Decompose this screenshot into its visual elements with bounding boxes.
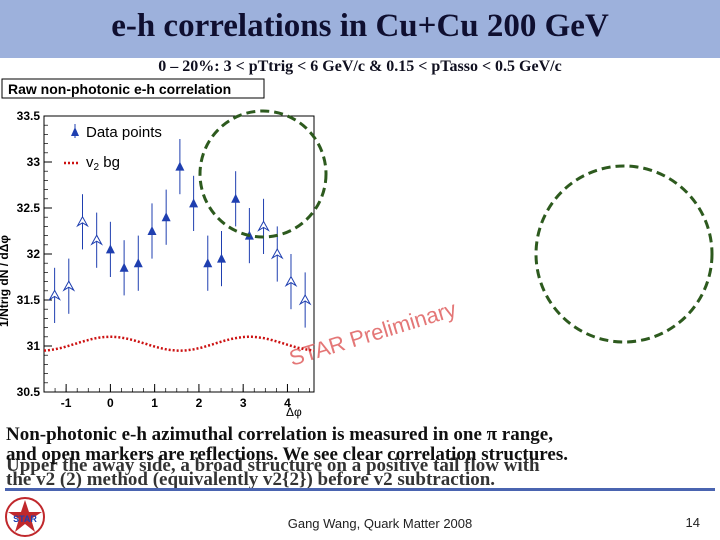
data-series (48, 139, 312, 328)
data-point (203, 258, 213, 268)
x-tick-label: 4 (284, 396, 291, 410)
data-point (216, 253, 226, 263)
highlight-circle-right (534, 164, 714, 344)
data-point (161, 212, 171, 222)
caption-line-1: Non-photonic e-h azimuthal correlation i… (6, 424, 553, 445)
data-point (119, 262, 129, 272)
page-number: 14 (685, 515, 700, 530)
reflected-point (48, 289, 61, 301)
slide-title: e-h correlations in Cu+Cu 200 GeV (111, 8, 609, 44)
data-point (175, 161, 185, 171)
x-tick-label: 3 (240, 396, 247, 410)
reflected-point (62, 280, 76, 292)
chart-title: Raw non-photonic e-h correlation (8, 81, 231, 97)
reflected-point (76, 215, 89, 228)
logo-text: STAR (13, 514, 37, 524)
y-tick-label: 31.5 (17, 293, 41, 307)
caption-line-3: Upper the away side, a broad structure o… (6, 455, 540, 476)
caption-line-2: and open markers are reflections. We see… (6, 444, 568, 465)
header-band (0, 0, 720, 58)
reflected-point (298, 293, 312, 306)
legend-v2-main: v (86, 154, 94, 171)
data-point (133, 258, 143, 268)
x-tick-label: 2 (196, 396, 203, 410)
v2-bg-curve (44, 335, 315, 352)
legend-v2-rest: bg (99, 154, 120, 171)
reflected-point (270, 247, 284, 260)
y-axis: 30.5 31 31.5 32 32.5 33 33.5 (17, 109, 52, 399)
star-preliminary-watermark: STAR Preliminary (286, 296, 459, 371)
caption-line-4: the v2 (2) method (equivalently v2{2}) b… (6, 469, 496, 490)
y-axis-label: 1/Ntrig dN / dΔφ (0, 235, 11, 327)
x-tick-label: -1 (61, 396, 72, 410)
correlation-chart: Raw non-photonic e-h correlation 30.5313… (0, 78, 714, 419)
x-axis-label: Δφ (286, 405, 302, 419)
data-point (147, 226, 157, 235)
data-point (189, 198, 199, 208)
reflected-point (284, 275, 298, 287)
star-logo: STAR (5, 497, 45, 537)
legend-label-v2: v2 bg (86, 154, 120, 173)
chart-title-box (1, 78, 265, 99)
x-axis: -1 0 1 2 3 4 (43, 384, 310, 410)
x-tick-label: 0 (107, 396, 114, 410)
legend: Data points v2 bg (64, 124, 162, 173)
reflected-point (257, 220, 270, 232)
y-tick-label: 33.5 (17, 109, 41, 123)
y-tick-label: 30.5 (17, 385, 41, 399)
slide-subtitle: 0 – 20%: 3 < pTtrig < 6 GeV/c & 0.15 < p… (158, 58, 562, 75)
legend-v2-sub: 2 (94, 162, 100, 173)
x-tick-label: 1 (151, 396, 158, 410)
highlight-circle-left (198, 109, 328, 239)
logo-star-icon (8, 500, 42, 532)
plot-frame (43, 115, 315, 393)
legend-label-data: Data points (86, 124, 162, 141)
y-tick-label: 32 (27, 247, 41, 261)
y-tick-label: 32.5 (17, 201, 41, 215)
footer-divider (5, 488, 715, 491)
footer-author: Gang Wang, Quark Matter 2008 (287, 516, 473, 531)
data-point (231, 193, 241, 203)
y-tick-label: 31 (27, 339, 41, 353)
data-point (105, 244, 115, 254)
reflected-point (90, 234, 104, 246)
y-tick-label: 33 (27, 155, 41, 169)
